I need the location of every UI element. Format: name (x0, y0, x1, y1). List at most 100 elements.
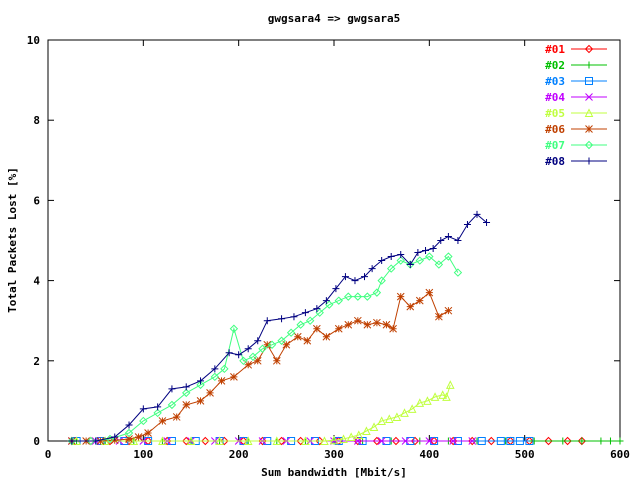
data-point (313, 305, 321, 313)
data-point (229, 324, 239, 333)
data-point (129, 436, 139, 445)
data-point (296, 320, 305, 329)
data-point (353, 316, 362, 325)
y-tick-label: 4 (33, 275, 40, 288)
data-point (415, 398, 425, 407)
data-point (454, 237, 462, 244)
data-point (217, 376, 226, 385)
legend-label: #07 (545, 139, 565, 152)
data-point (377, 276, 386, 285)
data-point (339, 434, 348, 443)
data-point (290, 313, 298, 321)
legend-marker (585, 93, 593, 101)
data-point (182, 388, 191, 398)
data-point (315, 436, 324, 446)
series-line (71, 291, 449, 442)
data-point (282, 340, 291, 349)
data-point (414, 249, 422, 257)
data-point (303, 336, 312, 345)
data-point (468, 437, 477, 445)
data-point (396, 256, 405, 265)
legend-label: #04 (545, 91, 565, 104)
data-point (397, 251, 405, 259)
data-point (400, 408, 409, 417)
data-point (477, 437, 486, 445)
data-point (361, 273, 369, 281)
x-tick-label: 100 (133, 448, 153, 461)
data-point (372, 288, 382, 297)
data-point (286, 328, 296, 337)
series-7 (67, 252, 463, 446)
data-point (386, 264, 396, 273)
x-tick-label: 0 (45, 448, 52, 461)
y-tick-label: 2 (33, 355, 40, 368)
data-point (220, 364, 229, 374)
data-point (444, 232, 452, 240)
data-point (597, 437, 605, 445)
data-point (277, 336, 286, 345)
legend-label: #03 (545, 75, 565, 88)
data-point (434, 260, 444, 269)
data-point (220, 436, 229, 446)
data-point (430, 392, 440, 401)
data-point (96, 437, 105, 445)
data-point (124, 428, 134, 438)
data-point (196, 397, 205, 405)
legend-marker (585, 77, 593, 85)
legend: #01 #02 #03 #04 #05 #06 #07 #08 (545, 43, 607, 168)
data-point (346, 432, 356, 441)
data-point (182, 401, 191, 409)
data-point (415, 296, 424, 305)
data-point (267, 340, 277, 349)
legend-marker (584, 140, 594, 150)
data-point (215, 436, 224, 445)
data-point (468, 436, 477, 446)
data-point (496, 437, 505, 445)
y-tick-label: 0 (33, 435, 40, 448)
data-point (341, 273, 349, 281)
data-point (153, 408, 162, 418)
data-point (125, 421, 133, 429)
data-point (387, 253, 395, 261)
data-point (368, 265, 376, 273)
data-point (329, 435, 339, 445)
data-point (301, 309, 309, 317)
data-point (384, 414, 394, 423)
data-point (392, 412, 402, 421)
data-point (68, 437, 76, 445)
data-point (616, 437, 624, 445)
data-point (248, 352, 258, 361)
data-point (154, 403, 162, 411)
data-point (515, 437, 524, 445)
x-tick-label: 500 (515, 448, 535, 461)
data-point (139, 416, 148, 426)
data-point (389, 324, 397, 333)
data-point (263, 317, 271, 325)
data-point (483, 218, 491, 226)
data-point (125, 435, 133, 443)
data-point (445, 380, 455, 389)
data-point (444, 252, 453, 261)
data-point (312, 324, 321, 333)
data-point (320, 436, 329, 445)
data-point (92, 437, 100, 445)
data-point (406, 302, 415, 311)
data-point (182, 436, 191, 446)
data-point (425, 252, 434, 261)
legend-marker (585, 61, 593, 69)
data-point (391, 436, 401, 446)
data-point (168, 385, 176, 393)
data-point (448, 436, 458, 446)
data-point (334, 324, 343, 333)
data-point (332, 285, 340, 293)
data-point (473, 210, 481, 218)
data-point (167, 400, 177, 410)
data-point (244, 345, 252, 353)
data-point (344, 320, 353, 329)
legend-marker (584, 44, 594, 54)
data-point (272, 356, 281, 365)
data-point (258, 344, 267, 353)
data-point (206, 389, 214, 397)
data-point (278, 315, 286, 323)
